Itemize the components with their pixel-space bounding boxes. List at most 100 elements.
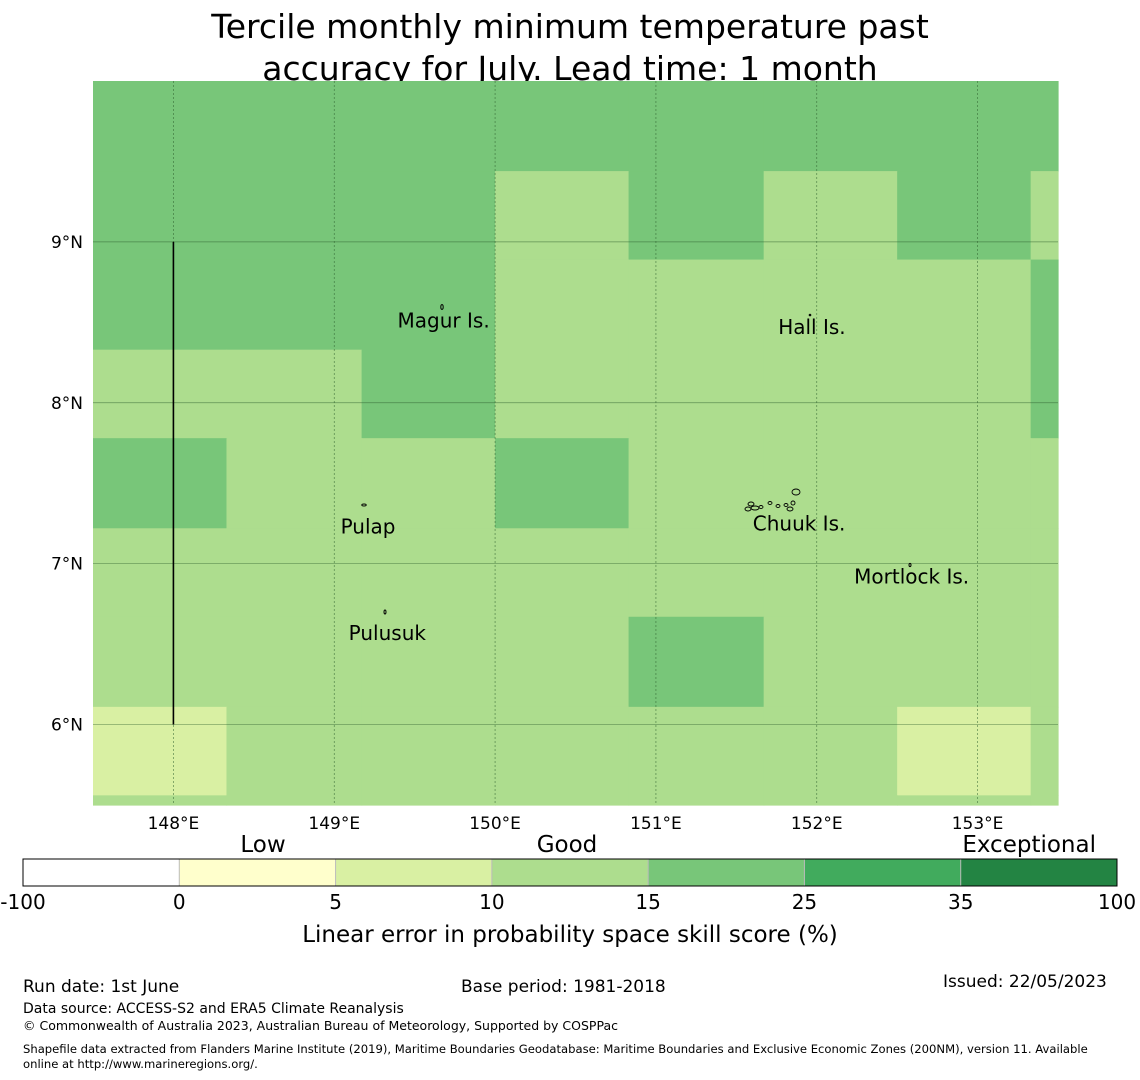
grid-cell	[226, 171, 363, 261]
grid-cell	[361, 616, 496, 708]
grid-cell	[361, 438, 496, 529]
grid-cell	[93, 259, 228, 351]
latitude-tick-label: 7°N	[51, 555, 83, 575]
grid-cell	[226, 349, 363, 439]
grid-cell	[361, 795, 496, 806]
grid-cell	[495, 616, 630, 708]
grid-cell	[1030, 616, 1059, 708]
grid-cell	[1030, 706, 1059, 796]
latitude-tick-label: 9°N	[51, 233, 83, 253]
shapefile-credit-line-1: Shapefile data extracted from Flanders M…	[23, 1042, 1088, 1056]
grid-cell	[495, 438, 630, 529]
grid-cell	[495, 706, 630, 796]
place-label: Chuuk Is.	[753, 511, 846, 535]
grid-cell	[361, 259, 496, 351]
colorbar-category-label: Low	[240, 832, 285, 858]
grid-cell	[495, 795, 630, 806]
issued-date: Issued: 22/05/2023	[943, 972, 1107, 992]
grid-cell	[628, 616, 765, 708]
colorbar-tick-label: -100	[0, 890, 45, 914]
shapefile-credit-line-2: online at http://www.marineregions.org/.	[23, 1057, 258, 1071]
grid-cell	[93, 616, 228, 708]
grid-cell	[763, 259, 898, 351]
grid-cell	[763, 616, 898, 708]
island-outline	[808, 313, 812, 317]
grid-cell	[226, 438, 363, 529]
grid-cell	[763, 81, 898, 172]
grid-cell	[628, 259, 765, 351]
grid-cell	[361, 171, 496, 261]
grid-cell	[226, 616, 363, 708]
grid-cell	[763, 349, 898, 439]
longitude-tick-label: 153°E	[952, 814, 1004, 834]
grid-cell	[1030, 795, 1059, 806]
grid-cell	[93, 438, 228, 529]
longitude-tick-label: 148°E	[148, 814, 200, 834]
longitude-tick-label: 150°E	[469, 814, 521, 834]
latitude-tick-label: 6°N	[51, 716, 83, 736]
colorbar-tick-label: 25	[792, 890, 817, 914]
colorbar-tick-label: 35	[948, 890, 973, 914]
grid-cell	[495, 349, 630, 439]
grid-cell	[1030, 528, 1059, 618]
grid-cell	[897, 528, 1032, 618]
grid-cell	[226, 259, 363, 351]
colorbar-category-label: Exceptional	[962, 832, 1096, 858]
title-line-1: Tercile monthly minimum temperature past	[211, 7, 929, 46]
colorbar: -100 0 5 10 15 25 35 100 Low Good Exceptional Linea…	[0, 832, 1136, 948]
graticule	[93, 81, 1058, 805]
island-outline	[775, 504, 781, 508]
colorbar-segment	[179, 859, 336, 886]
grid-cell	[628, 171, 765, 261]
grid-cell	[495, 171, 630, 261]
grid-cell	[495, 528, 630, 618]
grid-cell	[1030, 438, 1059, 529]
grid-cell	[1030, 171, 1059, 261]
island-outline	[786, 506, 794, 512]
grid-cell	[226, 706, 363, 796]
colorbar-segment	[648, 859, 805, 886]
grid-cell	[628, 81, 765, 172]
grid-cell	[628, 706, 765, 796]
grid-cell	[1030, 81, 1059, 172]
island-outline	[791, 488, 801, 496]
grid-cell	[93, 171, 228, 261]
grid-cell	[361, 349, 496, 439]
run-date: Run date: 1st June	[23, 977, 180, 997]
island-outline	[744, 506, 752, 512]
longitude-tick-label: 149°E	[308, 814, 360, 834]
grid-cell	[897, 259, 1032, 351]
place-label: Pulap	[341, 515, 396, 539]
grid-cell	[1030, 349, 1059, 439]
island-outline	[383, 609, 387, 615]
grid-cell	[361, 81, 496, 172]
grid-cell	[897, 171, 1032, 261]
grid-cell	[93, 349, 228, 439]
place-label: Pulusuk	[349, 621, 427, 645]
longitude-tick-label: 151°E	[630, 814, 682, 834]
longitude-tick-label: 152°E	[791, 814, 843, 834]
grid-cell	[897, 81, 1032, 172]
colorbar-segment	[491, 859, 649, 886]
grid-cell	[361, 528, 496, 618]
grid-cell	[897, 438, 1032, 529]
colorbar-segment	[335, 859, 492, 886]
island-outline	[783, 503, 789, 507]
base-period: Base period: 1981-2018	[461, 977, 666, 997]
grid-cell	[361, 706, 496, 796]
colorbar-tick-label: 0	[173, 890, 186, 914]
colorbar-frame	[22, 858, 1118, 887]
island-outline	[758, 505, 764, 509]
grid-cell	[226, 795, 363, 806]
island-outline	[790, 500, 796, 506]
island-outline	[767, 501, 773, 505]
grid-cell	[1030, 259, 1059, 351]
island-outlines	[361, 304, 912, 615]
colorbar-segment	[960, 859, 1117, 886]
map-title: Tercile monthly minimum temperature past…	[0, 6, 1140, 90]
grid-cell	[628, 795, 765, 806]
grid-cell	[495, 259, 630, 351]
grid-cell	[763, 795, 898, 806]
grid-cell	[93, 706, 228, 796]
